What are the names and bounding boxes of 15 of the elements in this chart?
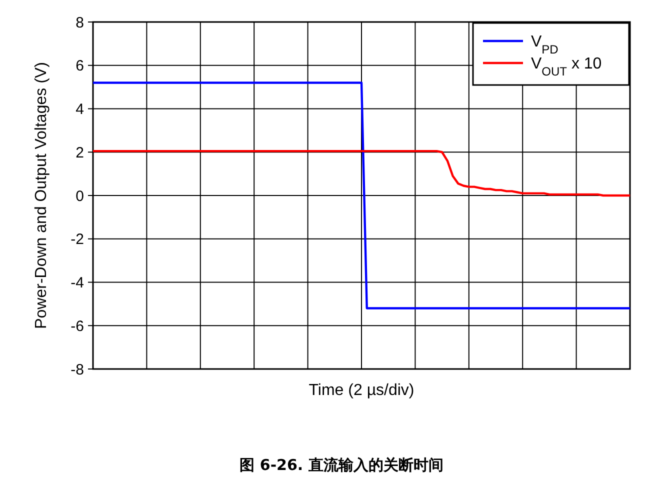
y-tick-label: 2 <box>76 144 84 162</box>
line-series <box>92 150 632 197</box>
legend-label: V$_{PD}$ <box>531 34 559 57</box>
y-tick-label: 6 <box>76 58 84 75</box>
y-tick-label: -6 <box>70 318 84 335</box>
y-tick-label: 4 <box>76 101 84 118</box>
y-tick-label: 8 <box>76 14 84 32</box>
y-tick-label: 0 <box>76 188 84 205</box>
y-tick-label: -2 <box>70 231 84 248</box>
x-axis-title: Time (2 µs/div) <box>308 382 414 399</box>
caption: 图 6-26. 直流输入的关断时间 <box>240 456 444 474</box>
y-tick-label: -8 <box>70 361 84 378</box>
legend-label: V$_{OUT}$ x 10 <box>531 56 602 79</box>
y-axis-title: Power-Down and Output Voltages (V) <box>33 62 50 329</box>
y-tick-label: -4 <box>70 274 84 292</box>
